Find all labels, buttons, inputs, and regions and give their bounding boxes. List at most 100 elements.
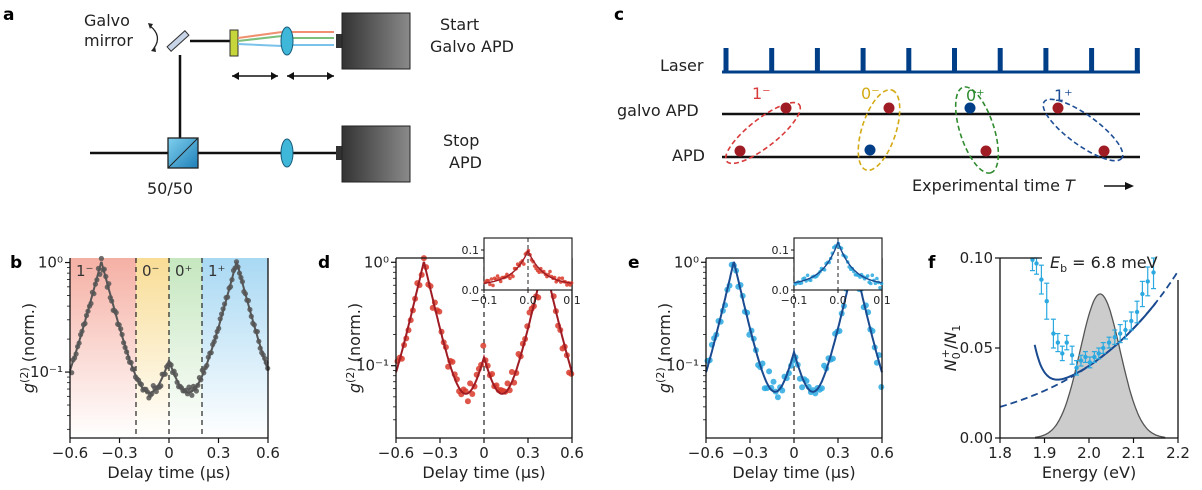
rotation-arrowhead-icon bbox=[148, 23, 153, 29]
data-point bbox=[1051, 331, 1056, 336]
y-tick-label: 10⁰ bbox=[674, 253, 699, 271]
panel-c-letter: c bbox=[614, 5, 624, 25]
row-label-galvo-apd: galvo APD bbox=[617, 101, 699, 120]
data-point bbox=[878, 384, 885, 390]
inset-x-tick-label: 0.0 bbox=[829, 294, 847, 307]
x-axis-label: Delay time (µs) bbox=[107, 463, 230, 482]
rotation-arrow-icon bbox=[149, 25, 159, 49]
inset-y-tick-label: 0.0 bbox=[462, 284, 480, 297]
inset-point bbox=[522, 262, 526, 266]
ray-red bbox=[237, 31, 283, 39]
detector-window bbox=[336, 34, 342, 48]
data-point bbox=[1069, 353, 1075, 358]
data-point bbox=[1078, 358, 1084, 363]
x-tick-label: 0.3 bbox=[207, 444, 231, 462]
data-point bbox=[774, 394, 781, 401]
inset-x-tick-label: −0.1 bbox=[471, 294, 498, 307]
x-tick-label: −0.6 bbox=[378, 444, 414, 462]
laser-pulses bbox=[723, 48, 1140, 72]
stop-label-line1: Stop bbox=[443, 131, 479, 150]
inset-point bbox=[495, 274, 500, 278]
data-point bbox=[189, 392, 195, 398]
panel-c-diagram: c Laser galvo APD APD 1⁻ 0⁻ 0⁺ 1⁺ Experi… bbox=[614, 5, 1140, 195]
data-point bbox=[1092, 354, 1097, 360]
data-point bbox=[829, 355, 836, 362]
x-tick-label: 1.8 bbox=[988, 444, 1012, 462]
inset-x-tick-label: 0.1 bbox=[873, 294, 891, 307]
data-point bbox=[1087, 360, 1093, 365]
data-point bbox=[1096, 351, 1101, 356]
panel-f-letter: f bbox=[928, 253, 936, 273]
y-tick-label: 10⁰ bbox=[38, 254, 63, 272]
photon-apd bbox=[1098, 145, 1110, 157]
inset-point bbox=[489, 277, 494, 281]
region-label: 0⁻ bbox=[142, 262, 159, 280]
data-point bbox=[1060, 351, 1065, 356]
galvo-label-line1: Galvo bbox=[84, 11, 130, 30]
data-point bbox=[1140, 291, 1145, 297]
x-tick-label: −0.6 bbox=[52, 444, 88, 462]
beam-splitter-diagonal bbox=[167, 137, 199, 169]
fit-line bbox=[69, 261, 269, 394]
group-ellipse-0-plus bbox=[954, 86, 1000, 174]
start-label-line1: Start bbox=[440, 15, 479, 34]
inset-y-tick-label: 0.0 bbox=[772, 284, 790, 297]
x-tick-label: −0.6 bbox=[688, 444, 724, 462]
panel-d-letter: d bbox=[318, 253, 330, 273]
x-tick-label: −0.3 bbox=[732, 444, 768, 462]
y-tick-label: 10⁻¹ bbox=[666, 357, 699, 375]
group-ellipse-0-minus bbox=[857, 88, 901, 172]
lens-icon bbox=[280, 26, 294, 56]
data-point bbox=[1064, 340, 1069, 345]
data-point bbox=[480, 342, 487, 349]
data-point bbox=[504, 380, 511, 387]
group-label-0-plus: 0⁺ bbox=[966, 86, 985, 105]
x-tick-label: 1.9 bbox=[1033, 444, 1057, 462]
data-point bbox=[766, 368, 773, 375]
data-point bbox=[568, 370, 575, 377]
y-tick-label: 0.05 bbox=[960, 339, 993, 357]
inset-point bbox=[560, 276, 565, 281]
time-arrowhead-icon bbox=[1125, 182, 1134, 190]
data-point bbox=[464, 398, 471, 405]
x-axis-label: Delay time (µs) bbox=[732, 463, 855, 482]
chart-f: 1.8 1.9 2.0 2.1 2.2 0.00 0.05 0.10 Energy (eV) N0… bbox=[939, 249, 1190, 482]
x-tick-label: 0.3 bbox=[826, 444, 850, 462]
inset-point bbox=[873, 281, 878, 286]
fit-curve bbox=[1033, 302, 1157, 381]
inset-fit bbox=[793, 240, 883, 284]
x-tick-label: 0 bbox=[164, 444, 174, 462]
inset-point bbox=[548, 269, 552, 274]
ray-blue bbox=[237, 43, 283, 47]
inset-x-tick-label: 0.1 bbox=[563, 294, 581, 307]
region-1 bbox=[136, 258, 169, 438]
inset-point bbox=[508, 276, 512, 281]
start-detector-icon bbox=[341, 12, 411, 70]
group-label-1-minus: 1⁻ bbox=[752, 84, 771, 103]
data-point bbox=[1083, 354, 1088, 360]
data-point bbox=[770, 378, 777, 385]
chart-e: −0.6 −0.3 0 0.3 0.6 10⁰ 10⁻¹ Delay time (µs) g(2… bbox=[654, 237, 894, 482]
eb-annotation: Eb = 6.8 meV bbox=[1050, 253, 1158, 275]
y-tick-label: 0.10 bbox=[960, 249, 993, 267]
data-point bbox=[1145, 279, 1150, 284]
x-tick-label: 2.0 bbox=[1077, 444, 1101, 462]
y-axis-label: g(2) (norm.) bbox=[18, 303, 38, 393]
laser-pulse bbox=[860, 48, 866, 72]
y-axis-label: g(2) (norm.) bbox=[344, 303, 364, 393]
inset-x-tick-label: −0.1 bbox=[781, 294, 808, 307]
y-tick-label: 10⁰ bbox=[364, 253, 389, 271]
x-tick-label: −0.3 bbox=[101, 444, 137, 462]
laser-pulse bbox=[1043, 48, 1049, 72]
data-point bbox=[1101, 345, 1106, 351]
photon-apd bbox=[864, 144, 876, 156]
data-point bbox=[98, 255, 104, 262]
laser-pulse bbox=[1089, 48, 1095, 72]
inset-point bbox=[537, 270, 541, 275]
x-axis-label: Energy (eV) bbox=[1042, 463, 1136, 482]
region-2 bbox=[169, 258, 202, 438]
inset-point bbox=[869, 281, 873, 286]
filter-icon bbox=[229, 29, 239, 57]
group-ellipse-1-plus bbox=[1042, 98, 1124, 162]
region-label: 1⁺ bbox=[208, 262, 225, 280]
